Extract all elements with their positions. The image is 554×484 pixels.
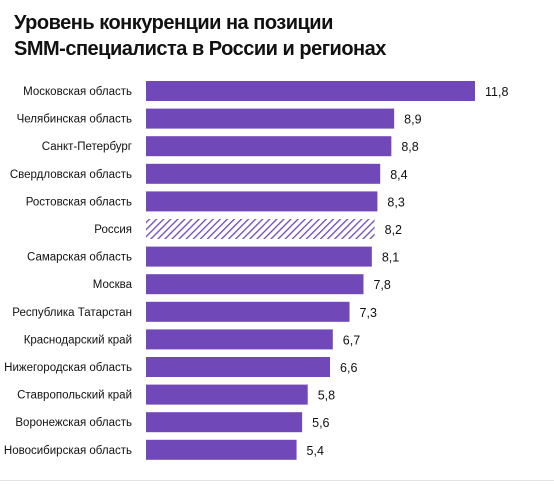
bar bbox=[146, 357, 331, 377]
value-label: 8,2 bbox=[385, 223, 402, 237]
chart-title-line-2: SMM-специалиста в России и регионах bbox=[14, 38, 386, 60]
value-label: 6,7 bbox=[343, 333, 360, 347]
bar bbox=[146, 246, 372, 267]
bar bbox=[146, 136, 392, 157]
bar bbox=[146, 163, 381, 184]
bar-highlight bbox=[146, 219, 375, 239]
value-label: 8,4 bbox=[390, 168, 407, 182]
category-label: Челябинская область bbox=[17, 114, 132, 126]
value-label: 5,8 bbox=[318, 389, 335, 403]
chart-title-line-1: Уровень конкуренции на позиции bbox=[14, 12, 333, 34]
bar bbox=[146, 412, 303, 433]
category-label: Самарская область bbox=[27, 252, 132, 264]
value-label: 6,6 bbox=[340, 361, 357, 375]
category-label: Республика Татарстан bbox=[12, 307, 132, 319]
value-label: 5,4 bbox=[307, 444, 324, 458]
value-label: 8,1 bbox=[382, 251, 399, 265]
value-label: 11,8 bbox=[485, 85, 508, 99]
chart-title: Уровень конкуренции на позиции SMM-специ… bbox=[14, 10, 544, 62]
bar bbox=[146, 384, 308, 405]
bars-group: Московская область 11,8 Челябинская област… bbox=[4, 81, 508, 460]
bar bbox=[146, 301, 350, 322]
category-label: Нижегородская область bbox=[4, 362, 132, 374]
value-label: 8,3 bbox=[387, 195, 404, 209]
category-label: Ставропольский край bbox=[17, 390, 132, 402]
category-label: Москва bbox=[93, 279, 133, 291]
category-label: Московская область bbox=[23, 86, 132, 98]
category-label: Краснодарский край bbox=[24, 334, 132, 346]
bottom-divider bbox=[0, 480, 554, 481]
value-label: 5,6 bbox=[312, 416, 329, 430]
bar bbox=[146, 81, 475, 101]
category-label: Россия bbox=[94, 224, 132, 236]
value-label: 8,9 bbox=[404, 113, 421, 127]
value-label: 7,8 bbox=[373, 278, 390, 292]
category-label: Воронежская область bbox=[15, 417, 132, 429]
category-label: Новосибирская область bbox=[4, 445, 132, 457]
category-label: Свердловская область bbox=[10, 169, 132, 181]
bar bbox=[146, 191, 378, 212]
value-label: 7,3 bbox=[360, 306, 377, 320]
category-label: Санкт-Петербург bbox=[42, 141, 132, 153]
bar bbox=[146, 274, 364, 295]
category-label: Ростовская область bbox=[26, 196, 132, 208]
value-label: 8,8 bbox=[401, 140, 418, 154]
bar bbox=[146, 108, 395, 129]
bar bbox=[146, 439, 297, 460]
bar bbox=[146, 329, 333, 350]
